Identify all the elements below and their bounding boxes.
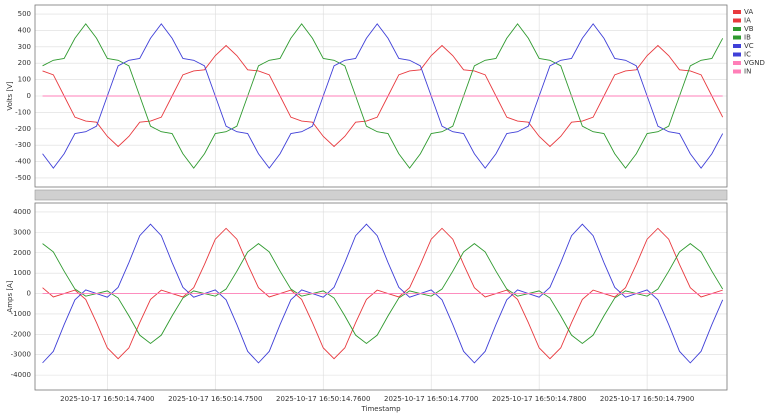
legend-label: VA: [744, 8, 753, 16]
legend-swatch: [733, 69, 741, 74]
x-tick-label: 2025-10-17 16:50:14.7500: [168, 395, 262, 403]
y-tick-label: -2000: [11, 330, 31, 338]
series-line: [42, 23, 724, 169]
x-tick-label: 2025-10-17 16:50:14.7700: [384, 395, 478, 403]
x-tick-label: 2025-10-17 16:50:14.7800: [492, 395, 586, 403]
legend-label: IA: [744, 17, 751, 25]
y-tick-label: 0: [27, 290, 31, 298]
legend-swatch: [733, 10, 741, 14]
y-tick-label: 3000: [13, 228, 31, 236]
y-tick-label: 400: [18, 26, 31, 34]
y-tick-label: -400: [15, 158, 31, 166]
legend-swatch: [733, 44, 741, 48]
y-tick-label: 2000: [13, 249, 31, 257]
x-tick-label: 2025-10-17 16:50:14.7900: [600, 395, 694, 403]
legend-label: VGND: [744, 59, 765, 67]
series-line: [42, 243, 724, 345]
legend-swatch: [733, 18, 741, 23]
legend-swatch: [733, 52, 741, 57]
series-line: [42, 44, 724, 148]
y-axis-label: Volts [V]: [6, 81, 14, 111]
legend-label: IC: [744, 51, 751, 59]
legend-swatch: [733, 61, 741, 65]
legend-label: VB: [744, 25, 754, 33]
series-line: [42, 23, 724, 169]
y-tick-label: -300: [15, 141, 31, 149]
y-tick-label: 300: [18, 43, 31, 51]
x-tick-label: 2025-10-17 16:50:14.7600: [276, 395, 370, 403]
legend-label: IB: [744, 34, 751, 42]
y-axis-label: Amps [A]: [6, 280, 14, 312]
legend-label: VC: [744, 42, 754, 50]
y-tick-label: 4000: [13, 208, 31, 216]
y-tick-label: -1000: [11, 310, 31, 318]
legend-swatch: [733, 27, 741, 31]
y-tick-label: 500: [18, 10, 31, 18]
series-line: [42, 227, 723, 360]
y-tick-label: -4000: [11, 371, 31, 379]
y-tick-label: -100: [15, 108, 31, 116]
y-tick-label: -3000: [11, 351, 31, 359]
y-tick-label: 100: [18, 76, 31, 84]
y-tick-label: -200: [15, 125, 31, 133]
plot-border: [34, 4, 728, 188]
legend-swatch: [733, 35, 741, 40]
plot-area: [35, 203, 727, 390]
y-tick-label: 0: [27, 92, 31, 100]
legend-label: IN: [744, 68, 751, 76]
x-axis-label: Timestamp: [360, 405, 401, 413]
y-tick-label: -500: [15, 174, 31, 182]
panel-splitter[interactable]: [34, 189, 728, 201]
series-line: [42, 223, 724, 364]
y-tick-label: 200: [18, 59, 31, 67]
plot-border: [34, 202, 728, 391]
y-tick-label: 1000: [13, 269, 31, 277]
x-tick-label: 2025-10-17 16:50:14.7400: [60, 395, 154, 403]
